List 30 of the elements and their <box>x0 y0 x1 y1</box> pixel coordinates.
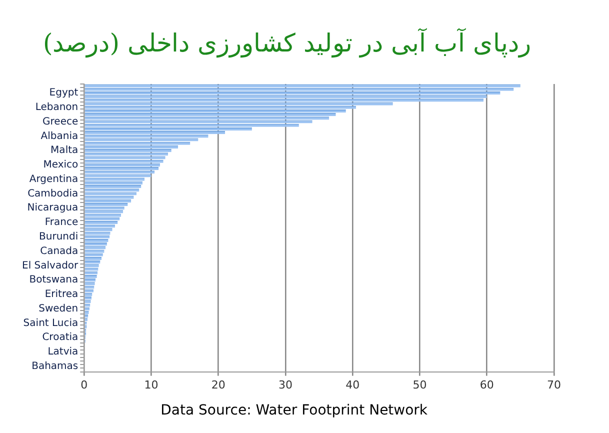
y-tick-label: Malta <box>50 145 78 156</box>
y-tick-label: El Salvador <box>22 260 80 272</box>
y-tick-label: Greece <box>42 116 78 128</box>
y-tick-label: France <box>44 217 78 228</box>
y-tick-label: Sweden <box>38 303 78 314</box>
y-tick-label: Saint Lucia <box>23 318 78 329</box>
y-tick-label: Lebanon <box>35 102 78 113</box>
x-tick-label: 40 <box>346 378 360 392</box>
y-tick-label: Eritrea <box>44 289 78 300</box>
y-tick-label: Burundi <box>39 231 78 242</box>
x-tick-label: 60 <box>480 378 494 392</box>
y-tick-label: Argentina <box>29 174 78 185</box>
y-tick-label: Albania <box>40 130 78 142</box>
x-tick-label: 30 <box>278 378 293 392</box>
source-note: Data Source: Water Footprint Network <box>160 402 428 419</box>
y-tick-label: Canada <box>40 246 78 257</box>
y-tick-label: Cambodia <box>28 188 78 200</box>
x-tick-label: 70 <box>547 378 561 392</box>
y-tick-label: Botswana <box>29 274 78 286</box>
x-tick-label: 0 <box>80 378 88 392</box>
y-tick-label: Mexico <box>43 160 78 171</box>
x-tick-label: 20 <box>211 378 226 392</box>
chart-title: ردپای آب آبی در تولید کشاورزی داخلی (درصد) <box>42 28 532 58</box>
x-tick-label: 50 <box>412 378 427 392</box>
y-tick-label: Croatia <box>42 332 78 344</box>
x-tick-label: 10 <box>144 378 158 392</box>
y-tick-label: Latvia <box>48 346 78 358</box>
y-tick-label: Egypt <box>49 88 78 99</box>
y-tick-label: Bahamas <box>32 360 78 372</box>
y-tick-label: Nicaragua <box>27 202 78 214</box>
